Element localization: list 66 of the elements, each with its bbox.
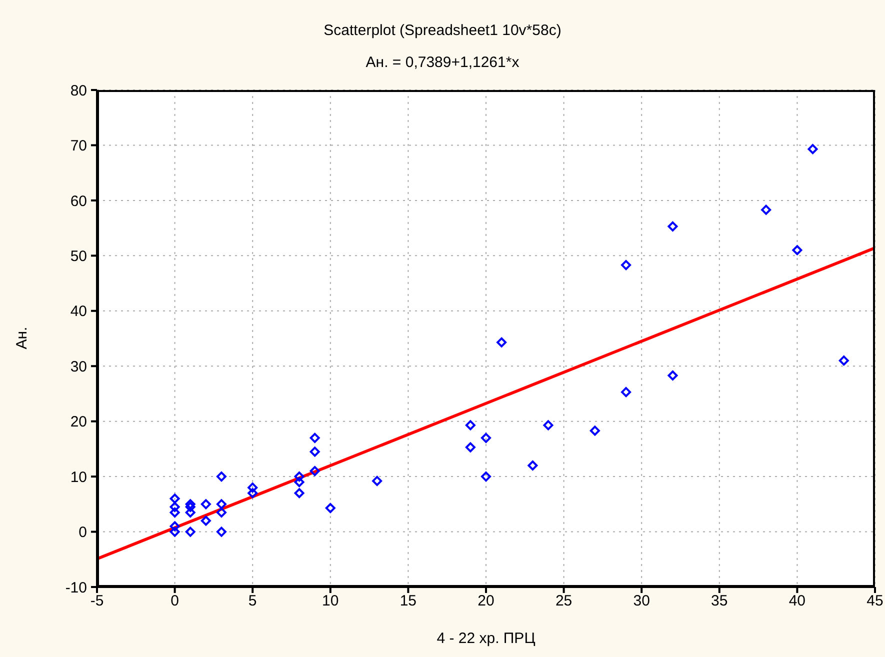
point (372, 476, 382, 486)
point (590, 426, 600, 436)
point (216, 472, 226, 482)
y-tick-label: 60 (70, 192, 87, 210)
point (325, 503, 336, 514)
point (170, 494, 180, 504)
point (465, 442, 476, 452)
point (248, 482, 258, 493)
y-tick-label: 10 (70, 468, 87, 486)
point (310, 432, 320, 443)
point (481, 432, 491, 443)
x-tick-label: 10 (322, 592, 339, 610)
x-tick-label: 40 (788, 592, 806, 610)
x-tick-label: 5 (248, 592, 257, 610)
x-tick-label: 45 (866, 592, 884, 610)
y-tick-label: 20 (70, 414, 87, 431)
y-tick-label: 70 (70, 138, 87, 155)
point (170, 521, 180, 532)
point (481, 472, 491, 482)
point (310, 466, 320, 476)
point (310, 446, 320, 457)
point (185, 507, 196, 518)
point (294, 488, 304, 498)
point (792, 245, 802, 256)
y-tick-label: 40 (70, 303, 87, 320)
point (621, 387, 632, 398)
point (170, 526, 180, 537)
y-tick-label: 50 (70, 248, 87, 265)
point (543, 420, 554, 430)
point (216, 507, 226, 518)
point (294, 472, 304, 482)
x-tick-label: 30 (633, 592, 650, 610)
point (808, 144, 818, 154)
point (528, 460, 538, 471)
point (668, 221, 678, 232)
point (200, 499, 211, 510)
y-tick-label: 0 (78, 524, 87, 542)
x-axis-title: 4 - 22 хр. ПРЦ (436, 630, 536, 647)
y-tick-label: 80 (70, 82, 87, 100)
point (248, 488, 258, 498)
point (185, 502, 196, 512)
point (216, 499, 226, 510)
x-tick-label: 35 (711, 592, 728, 610)
x-tick-label: 20 (478, 592, 494, 610)
point (621, 260, 632, 270)
y-axis-title: Ан. (14, 326, 30, 350)
point (465, 420, 476, 430)
x-tick-label: -5 (90, 592, 104, 610)
point (170, 507, 180, 518)
point (294, 477, 304, 488)
point (761, 204, 772, 215)
point (496, 337, 507, 348)
point (838, 356, 849, 366)
chart-subtitle: Ан. = 0,7389+1,1261*x (364, 54, 520, 71)
point (185, 499, 196, 510)
x-tick-label: 0 (170, 592, 179, 610)
x-tick-label: 15 (400, 592, 417, 610)
point (185, 526, 196, 537)
point (668, 370, 678, 380)
y-tick-label: -10 (65, 579, 87, 596)
y-tick-label: 30 (70, 358, 87, 376)
point (200, 516, 211, 526)
x-tick-label: 25 (555, 592, 572, 610)
point (216, 526, 226, 537)
point (170, 502, 180, 512)
chart-title: Scatterplot (Spreadsheet1 10v*58c) (322, 22, 562, 39)
